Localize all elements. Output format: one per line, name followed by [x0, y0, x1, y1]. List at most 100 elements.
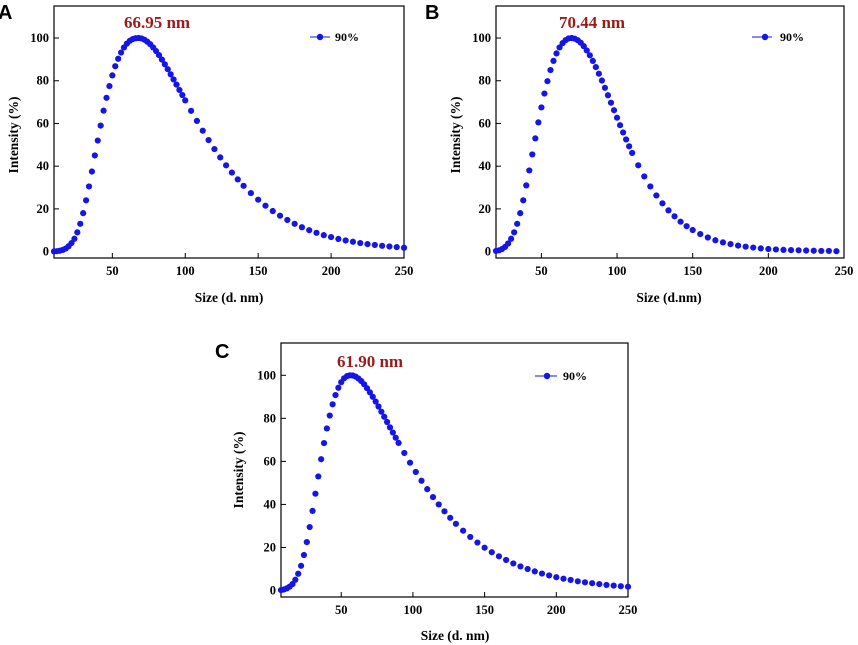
panel-c-y-tick-label: 60 — [264, 454, 277, 468]
panel-a-data-point — [400, 244, 408, 251]
panel-a-data-point — [97, 122, 104, 129]
panel-a-data-point — [158, 56, 166, 63]
panel-b-ticks: 50 100 150 200 250 0 20 40 60 80 100 — [472, 31, 853, 278]
panel-c-x-axis-title: Size (d. nm) — [421, 628, 490, 643]
panel-a-letter: A — [0, 2, 12, 24]
panel-c-data-point — [309, 507, 316, 514]
panel-a-data-point — [371, 241, 378, 249]
panel-a-data-point — [155, 52, 163, 59]
panel-b-data-point — [671, 213, 678, 220]
panel-c-data-point — [589, 580, 596, 587]
panel-c-data-point — [303, 539, 310, 546]
panel-b-y-tick-label: 100 — [472, 31, 491, 45]
panel-a-data-point — [269, 207, 276, 215]
panel-a-data-point — [167, 71, 174, 78]
panel-a-data-point — [80, 210, 87, 217]
panel-c-data-point — [429, 494, 437, 501]
panel-b-data-point — [598, 77, 606, 84]
panel-b-y-tick-label: 60 — [479, 116, 492, 130]
panel-a-data-point — [349, 238, 357, 245]
panel-a-data-point — [117, 49, 125, 56]
panel-a-x-axis-title: Size (d. nm) — [195, 290, 264, 305]
panel-b-x-tick-label: 200 — [759, 264, 778, 278]
panel-c-data-point — [406, 459, 414, 466]
panel-b-data-point — [810, 247, 817, 254]
panel-c-y-tick-label: 100 — [257, 368, 276, 382]
panel-b-data-point — [532, 135, 539, 142]
panel-b-data-point — [818, 247, 825, 255]
panel-b-data-point — [620, 129, 627, 136]
panel-b-data-point — [712, 237, 719, 244]
panel-c-data-point — [392, 434, 399, 441]
panel-a-data-point — [327, 233, 335, 241]
panel-c-peak-label: 61.90 nm — [337, 352, 403, 371]
panel-a-data-point — [173, 81, 180, 88]
panel-b-data-point — [547, 66, 554, 74]
panel-a-data-point — [284, 216, 291, 224]
panel-b-data-point — [550, 57, 557, 64]
panel-c-frame — [280, 342, 629, 598]
panel-c-data-point — [610, 582, 617, 589]
panel-b-y-tick-label: 80 — [479, 74, 492, 88]
panel-c-data-point — [318, 456, 325, 463]
panel-c-data-point — [617, 583, 624, 590]
panel-b-peak-label: 70.44 nm — [559, 13, 625, 32]
panel-c-data-point — [441, 508, 448, 515]
panel-a-x-tick-label: 50 — [106, 264, 119, 278]
panel-c-data-point — [574, 578, 581, 585]
panel-c-data-point — [297, 562, 305, 569]
panel-c-x-tick-label: 150 — [475, 603, 494, 617]
panel-b-data-point — [641, 173, 648, 180]
panel-b-data-point — [613, 114, 621, 121]
panel-a-y-tick-label: 80 — [37, 74, 50, 88]
panel-a-y-tick-label: 40 — [37, 159, 50, 173]
panel-b-data-point — [589, 57, 596, 64]
panel-b-data-point — [665, 207, 672, 214]
panel-a-legend-marker — [316, 33, 324, 41]
panel-b-data-point — [734, 242, 742, 249]
panel-b-data-point — [653, 192, 660, 199]
panel-c-data-point — [315, 473, 322, 480]
panel-c-data-point — [381, 413, 388, 420]
panel-a-data-point — [393, 244, 400, 251]
panel-c-data-point — [329, 401, 336, 408]
panel-a-data-point — [164, 66, 171, 73]
panel-b-data-point — [583, 47, 590, 54]
panel-a-data-point — [170, 76, 177, 83]
panel-c-data-point — [372, 398, 379, 405]
panel-b-data-point — [604, 92, 612, 99]
panel-c-data-point — [326, 412, 333, 419]
panel-b-data-point — [659, 200, 666, 207]
panel-c-legend: 90% — [535, 369, 587, 383]
panel-a-y-axis-title: Intensity (%) — [6, 97, 21, 174]
panel-a-data-point — [179, 91, 186, 99]
panel-a-peak-label: 66.95 nm — [124, 13, 190, 32]
panel-b-data-point — [780, 246, 787, 253]
panel-b-x-axis-title: Size (d.nm) — [636, 290, 701, 305]
panel-c-data-point — [292, 576, 299, 583]
panel-a-data-point — [320, 232, 327, 239]
panel-a-data-point — [182, 97, 189, 104]
panel-c-data-point — [395, 439, 402, 446]
panel-b-y-axis-title: Intensity (%) — [448, 97, 463, 174]
panel-c-data-point — [435, 501, 442, 508]
panel-b-data-point — [508, 235, 515, 242]
panel-c-data-point — [424, 486, 431, 493]
panel-a-data-point — [85, 183, 93, 190]
panel-a-data-point — [247, 189, 254, 197]
panel-a-data-point — [217, 154, 224, 161]
panel-b-data-point — [742, 243, 749, 250]
panel-c-data-point — [384, 418, 391, 426]
panel-b-data-point — [616, 122, 624, 129]
panel-a-x-tick-label: 150 — [249, 264, 268, 278]
panel-c-data-point — [320, 439, 328, 447]
panel-c-data-point — [300, 551, 308, 559]
panel-a-y-tick-label: 60 — [37, 116, 50, 130]
panel-b-data-point — [803, 247, 810, 254]
panel-a-data-point — [100, 107, 107, 114]
panel-c-data-point — [375, 403, 382, 410]
panel-c-data-point — [567, 576, 574, 584]
panel-a-data-point — [357, 239, 364, 247]
panel-a: A 50 100 150 200 250 0 20 40 60 80 100 66.95 nm 90… — [0, 2, 413, 305]
